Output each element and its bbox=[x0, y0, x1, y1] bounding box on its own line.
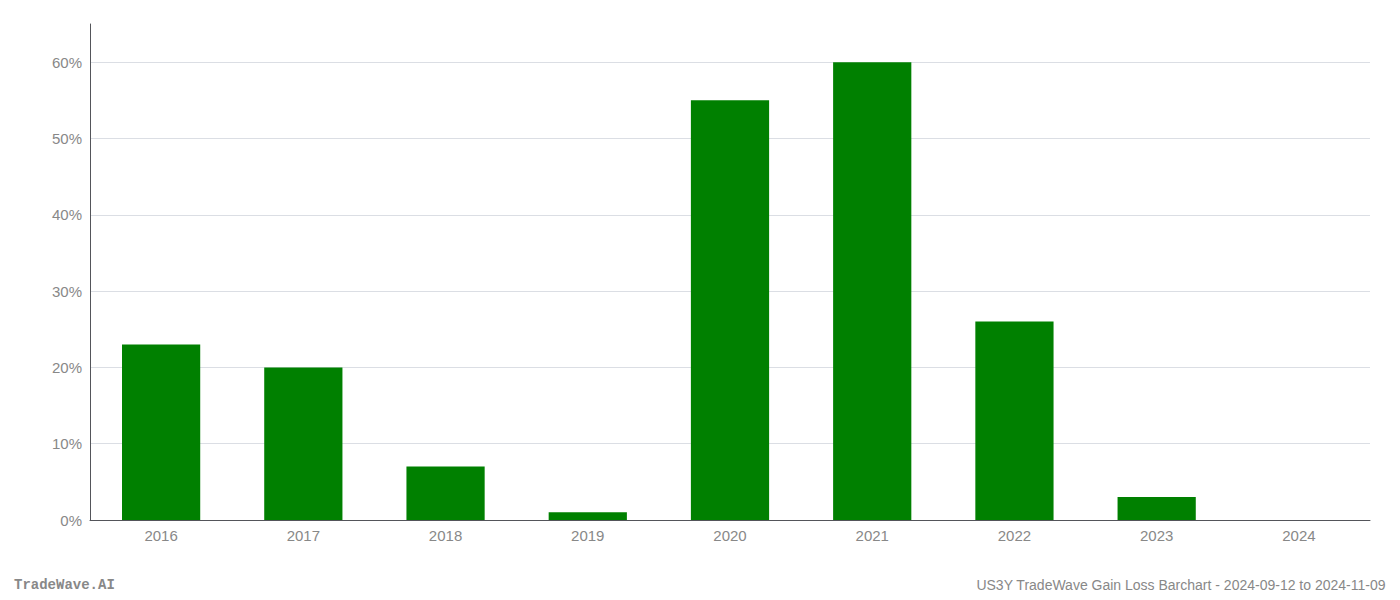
svg-text:US3Y TradeWave Gain Loss Barch: US3Y TradeWave Gain Loss Barchart - 2024… bbox=[976, 577, 1385, 593]
svg-text:2020: 2020 bbox=[713, 527, 746, 544]
svg-text:20%: 20% bbox=[52, 359, 82, 376]
svg-text:0%: 0% bbox=[60, 512, 82, 529]
svg-text:2022: 2022 bbox=[998, 527, 1031, 544]
svg-text:2019: 2019 bbox=[571, 527, 604, 544]
svg-text:10%: 10% bbox=[52, 435, 82, 452]
svg-text:50%: 50% bbox=[52, 130, 82, 147]
svg-text:30%: 30% bbox=[52, 283, 82, 300]
svg-text:2021: 2021 bbox=[856, 527, 889, 544]
svg-text:2024: 2024 bbox=[1282, 527, 1315, 544]
svg-text:2016: 2016 bbox=[144, 527, 177, 544]
svg-text:2023: 2023 bbox=[1140, 527, 1173, 544]
svg-text:60%: 60% bbox=[52, 54, 82, 71]
svg-text:40%: 40% bbox=[52, 206, 82, 223]
svg-text:TradeWave.AI: TradeWave.AI bbox=[14, 577, 115, 593]
svg-text:2017: 2017 bbox=[287, 527, 320, 544]
svg-text:2018: 2018 bbox=[429, 527, 462, 544]
